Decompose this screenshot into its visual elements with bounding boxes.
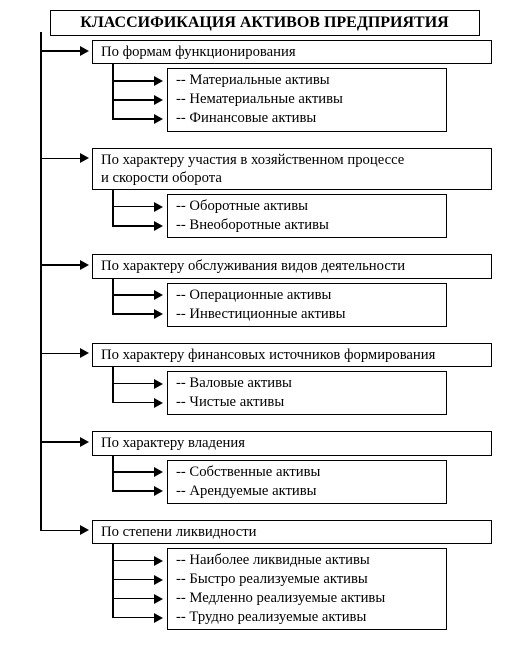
category-box: По характеру владения [92,431,492,455]
sub-wrap: -- Наиболее ликвидные активы-- Быстро ре… [112,548,519,630]
sub-wrap: -- Оборотные активы-- Внеоборотные актив… [112,194,519,238]
item-label: -- Арендуемые активы [176,482,438,501]
arrow-right-icon [154,221,163,231]
item-label: -- Валовые активы [176,374,438,393]
connector-line [40,530,80,532]
arrow-right-icon [154,575,163,585]
item-label: -- Быстро реализуемые активы [176,570,438,589]
category-label: По степени ликвидности [101,523,483,541]
arrow-right-icon [154,114,163,124]
items-box: -- Операционные активы-- Инвестиционные … [167,283,447,327]
connector-line [40,50,80,52]
item-label: -- Операционные активы [176,286,438,305]
category: По формам функционирования -- Материальны… [40,40,519,132]
category-box: По степени ликвидности [92,520,492,544]
connector-line [112,225,154,227]
sub-trunk-line [112,456,114,492]
connector-line [112,471,154,473]
category: По характеру финансовых источников форми… [40,343,519,415]
category-box: По характеру участия в хозяйственном про… [92,148,492,191]
arrow-right-icon [154,290,163,300]
connector-line [112,402,154,404]
arrow-right-icon [154,594,163,604]
item-label: -- Нематериальные активы [176,90,438,109]
category-label: По характеру финансовых источников форми… [101,346,483,364]
item-label: -- Внеоборотные активы [176,216,438,235]
connector-line [112,294,154,296]
items-box: -- Оборотные активы-- Внеоборотные актив… [167,194,447,238]
connector-line [112,598,154,600]
sub-wrap: -- Собственные активы-- Арендуемые актив… [112,460,519,504]
category-box: По характеру финансовых источников форми… [92,343,492,367]
sub-trunk-line [112,190,114,226]
arrow-right-icon [154,467,163,477]
item-label: -- Наиболее ликвидные активы [176,551,438,570]
arrow-right-icon [80,260,89,270]
arrow-right-icon [80,525,89,535]
connector-line [112,313,154,315]
connector-line [112,383,154,385]
diagram-title-text: КЛАССИФИКАЦИЯ АКТИВОВ ПРЕДПРИЯТИЯ [80,14,448,31]
connector-line [112,560,154,562]
items-box: -- Собственные активы-- Арендуемые актив… [167,460,447,504]
sub-wrap: -- Валовые активы-- Чистые активы [112,371,519,415]
connector-line [40,353,80,355]
item-label: -- Оборотные активы [176,197,438,216]
item-label: -- Финансовые активы [176,109,438,128]
category-label: и скорости оборота [101,169,483,187]
category-label: По характеру участия в хозяйственном про… [101,151,483,169]
arrow-right-icon [154,95,163,105]
sub-trunk-line [112,64,114,119]
connector-line [112,206,154,208]
sub-trunk-line [112,367,114,403]
arrow-right-icon [154,556,163,566]
category-label: По формам функционирования [101,43,483,61]
arrow-right-icon [154,309,163,319]
category-label: По характеру владения [101,434,483,452]
item-label: -- Инвестиционные активы [176,305,438,324]
arrow-right-icon [154,398,163,408]
diagram-title: КЛАССИФИКАЦИЯ АКТИВОВ ПРЕДПРИЯТИЯ [50,10,480,36]
category: По степени ликвидности -- Наиболее ликвид… [40,520,519,631]
arrow-right-icon [154,486,163,496]
connector-line [40,264,80,266]
arrow-right-icon [154,379,163,389]
item-label: -- Чистые активы [176,393,438,412]
items-box: -- Наиболее ликвидные активы-- Быстро ре… [167,548,447,630]
item-label: -- Собственные активы [176,463,438,482]
sub-wrap: -- Операционные активы-- Инвестиционные … [112,283,519,327]
arrow-right-icon [80,46,89,56]
arrow-right-icon [154,76,163,86]
category: По характеру владения -- Собственные акти… [40,431,519,503]
item-label: -- Трудно реализуемые активы [176,608,438,627]
connector-line [112,118,154,120]
category-box: По формам функционирования [92,40,492,64]
connector-line [112,617,154,619]
arrow-right-icon [80,153,89,163]
item-label: -- Медленно реализуемые активы [176,589,438,608]
arrow-right-icon [80,348,89,358]
category-label: По характеру обслуживания видов деятельн… [101,257,483,275]
category-box: По характеру обслуживания видов деятельн… [92,254,492,278]
sub-wrap: -- Материальные активы-- Нематериальные … [112,68,519,131]
arrow-right-icon [80,437,89,447]
sub-trunk-line [112,279,114,315]
connector-line [40,441,80,443]
connector-line [112,99,154,101]
sub-trunk-line [112,544,114,618]
items-box: -- Валовые активы-- Чистые активы [167,371,447,415]
items-box: -- Материальные активы-- Нематериальные … [167,68,447,131]
connector-line [112,490,154,492]
item-label: -- Материальные активы [176,71,438,90]
category: По характеру участия в хозяйственном про… [40,148,519,239]
connector-line [40,158,80,160]
arrow-right-icon [154,202,163,212]
category: По характеру обслуживания видов деятельн… [40,254,519,326]
connector-line [112,579,154,581]
arrow-right-icon [154,613,163,623]
connector-line [112,80,154,82]
tree-root: По формам функционирования -- Материальны… [40,36,519,630]
